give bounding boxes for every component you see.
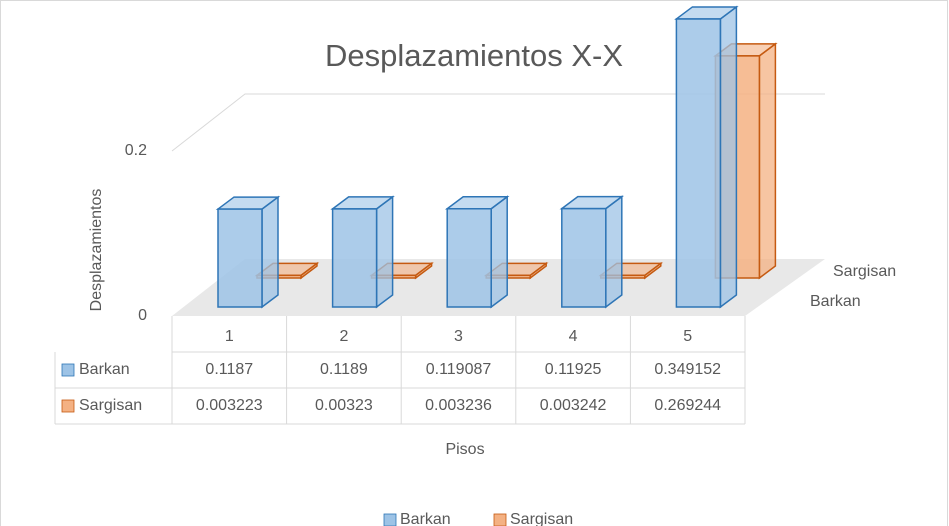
table-value: 0.003236 [425,397,492,414]
table-value: 0.1189 [320,361,368,378]
x-axis-label: Pisos [445,441,484,458]
x-tick-label: 3 [454,328,463,345]
y-axis-label: Desplazamientos [88,189,105,312]
table-value: 0.003242 [540,397,607,414]
bar [217,208,263,308]
table-value: 0.00323 [315,397,373,414]
table-value: 0.119087 [426,361,492,378]
bar-side [261,195,279,309]
bar [446,208,492,308]
legend-label: Sargisan [510,511,573,526]
bar-side [719,5,738,309]
bar-side [605,195,623,309]
table-value: 0.11925 [545,361,602,378]
depth-label: Barkan [810,293,861,310]
bar [675,18,722,308]
x-tick-label: 4 [569,328,578,345]
depth-label: Sargisan [833,263,896,280]
table-value: 0.003223 [196,397,263,414]
table-value: 0.269244 [654,397,721,414]
x-tick-label: 1 [225,328,234,345]
grid-line [171,93,825,152]
legend-key [383,513,397,526]
table-row-label: Sargisan [79,397,142,414]
bar [331,208,378,308]
x-tick-label: 2 [339,328,348,345]
table-key [61,363,75,377]
legend-key [493,513,507,526]
table-value: 0.349152 [654,361,721,378]
chart-title: Desplazamientos X-X [325,38,623,73]
legend-label: Barkan [400,511,451,526]
table-key [61,399,75,413]
bar-side [375,195,394,309]
bar-side [758,42,777,280]
table-row-label: Barkan [79,361,130,378]
x-tick-label: 5 [683,328,692,345]
table-value: 0.1187 [205,361,253,378]
bar-side [490,195,508,309]
y-tick-label: 0 [138,307,147,324]
bar [561,207,607,308]
y-tick-label: 0.2 [125,142,147,159]
